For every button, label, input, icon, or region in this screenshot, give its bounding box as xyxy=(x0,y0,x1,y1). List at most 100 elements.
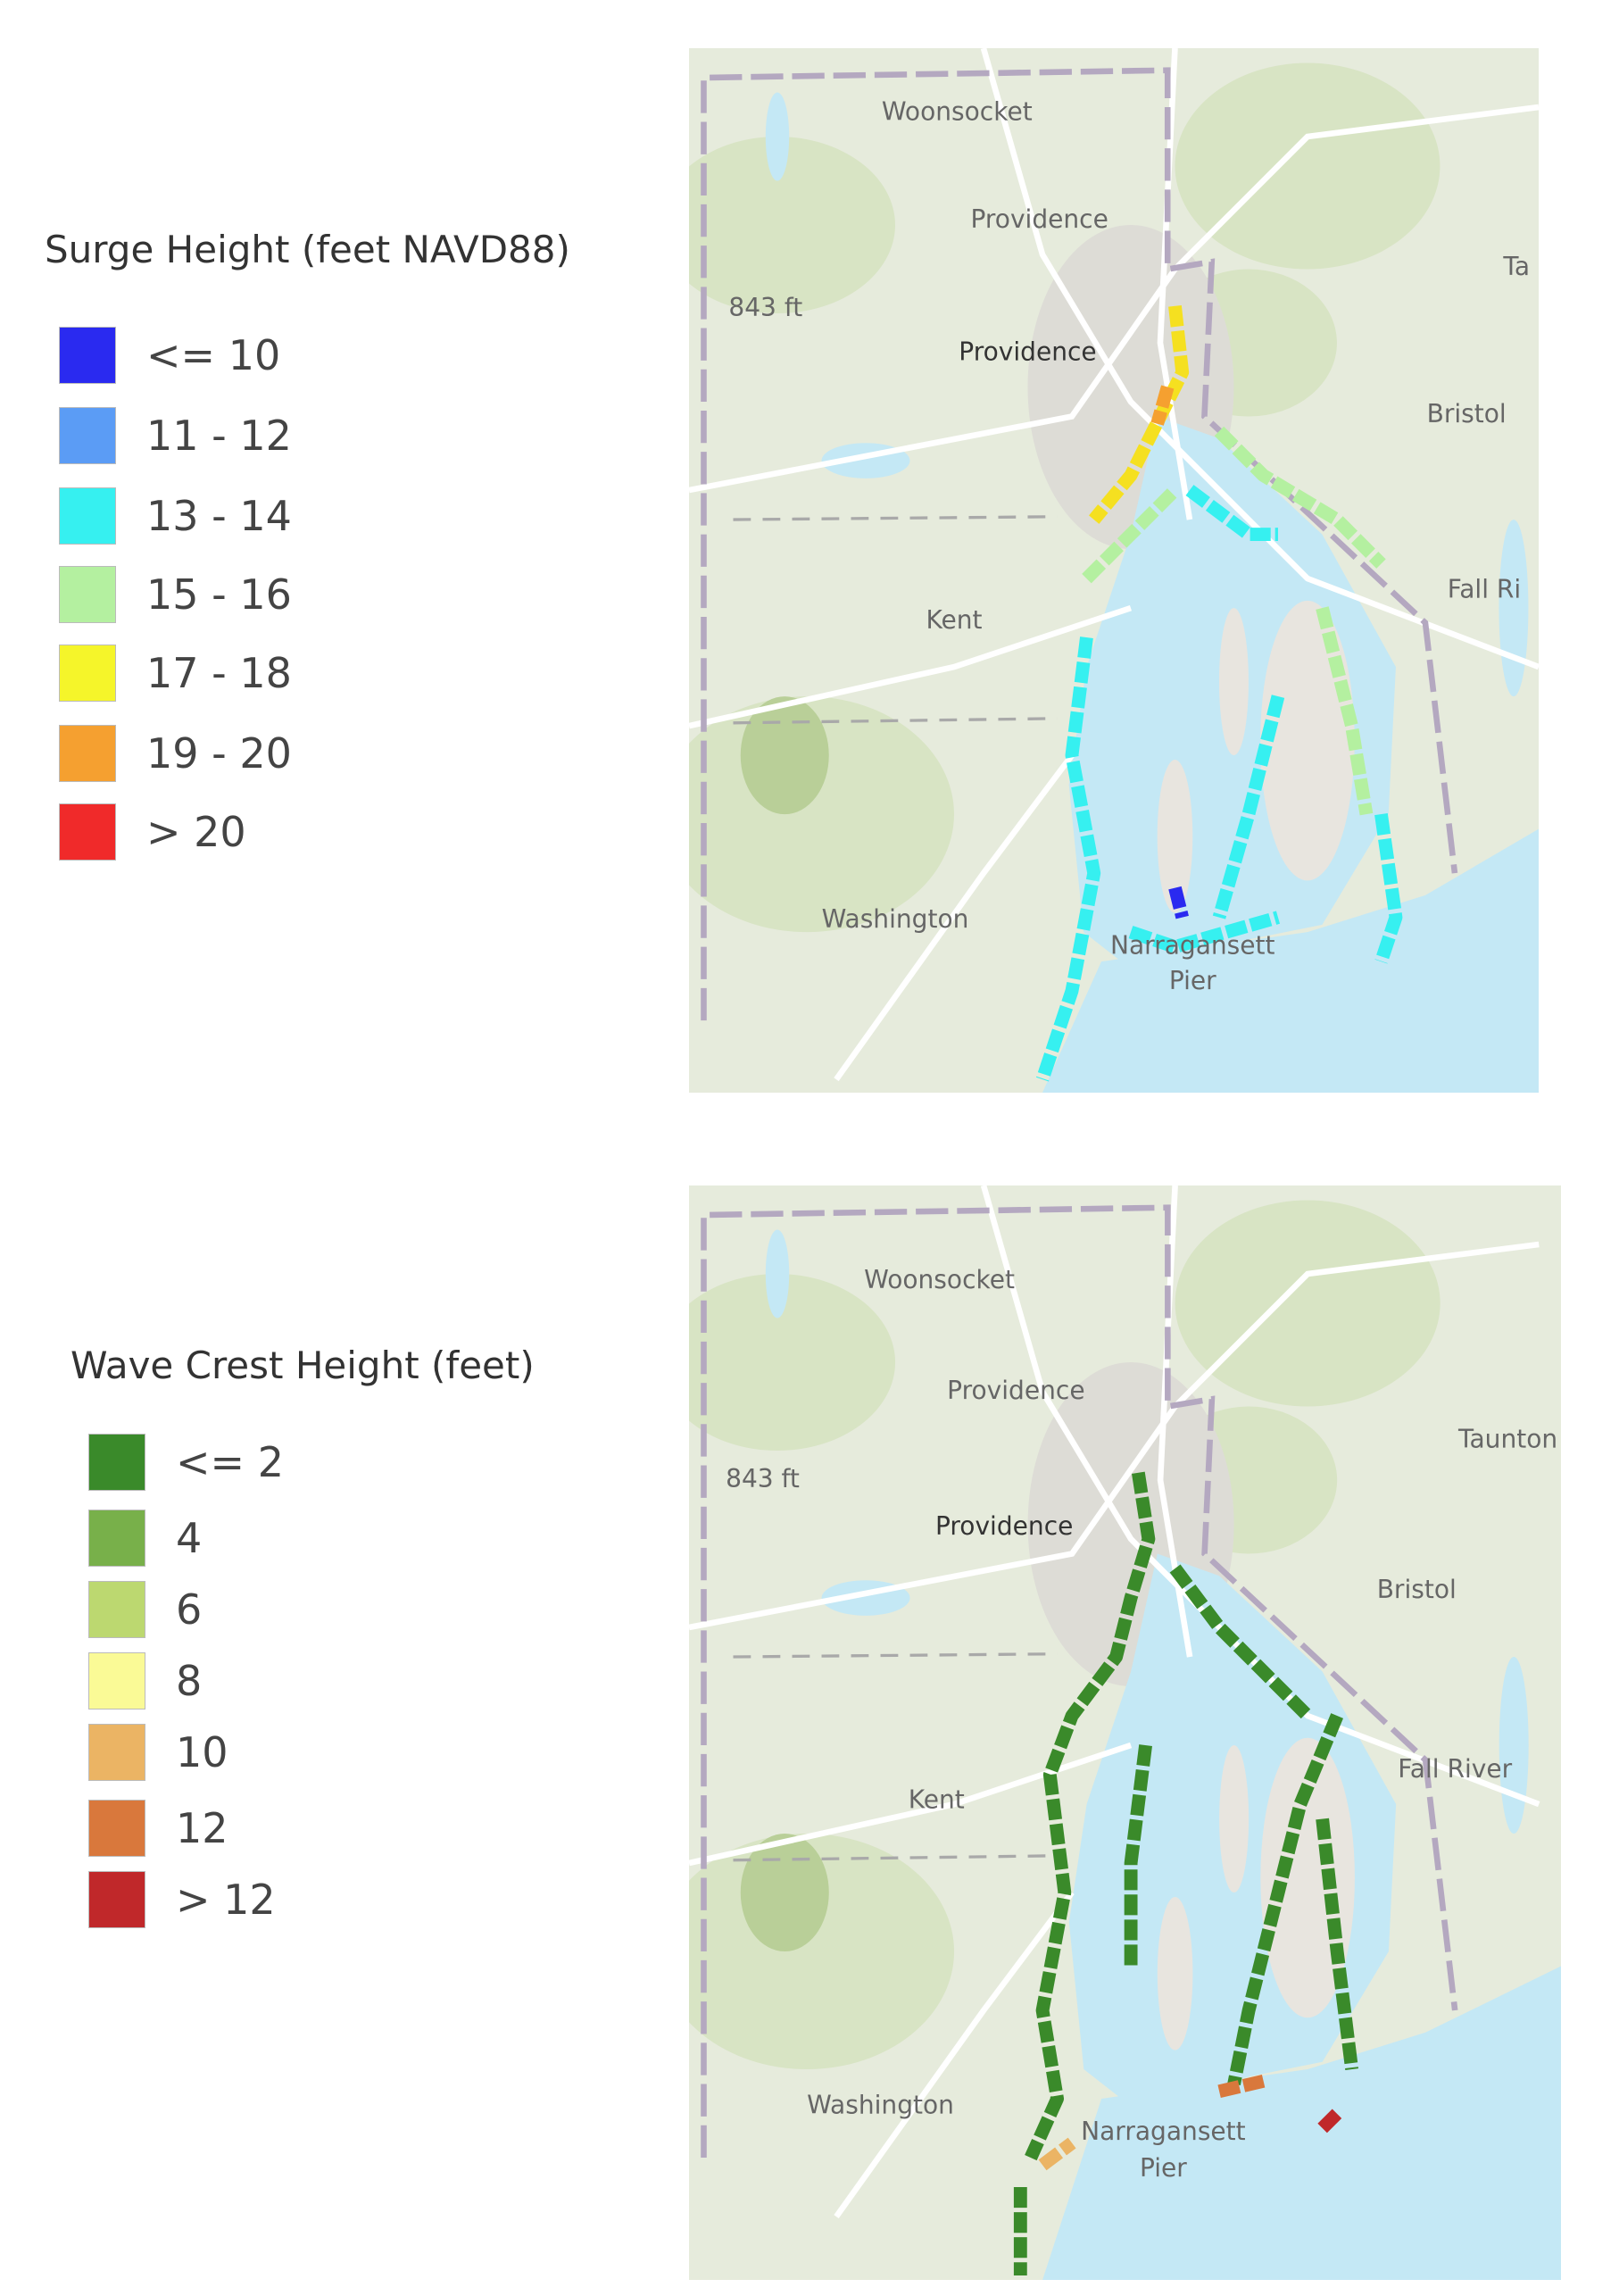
inundation-coast xyxy=(1124,1744,1152,1967)
legend-label: 12 xyxy=(176,1804,228,1852)
map-label: Bristol xyxy=(1377,1575,1457,1604)
legend-item: 15 - 16 xyxy=(59,565,292,624)
map: Woonsocket Providence 843 ft Providence Taun… xyxy=(689,1185,1561,2280)
inundation-coast xyxy=(1217,2075,1266,2099)
legend-item: > 20 xyxy=(59,803,246,861)
forest xyxy=(1175,1200,1440,1407)
county-border xyxy=(733,1652,1058,1659)
map-label: Taunton xyxy=(1457,1424,1557,1453)
inundation-coast xyxy=(1168,886,1189,919)
inundation-coast xyxy=(1317,2109,1342,2134)
map-label: Woonsocket xyxy=(864,1265,1015,1294)
legend-swatch xyxy=(59,407,116,464)
inundation-coast xyxy=(1316,1818,1359,2070)
map-label: 843 ft xyxy=(726,1464,800,1493)
ocean xyxy=(1042,828,1539,1093)
road xyxy=(834,753,1075,1082)
legend-item: 11 - 12 xyxy=(59,406,292,465)
inundation-coast xyxy=(1185,485,1278,541)
legend-swatch xyxy=(88,1434,145,1491)
park xyxy=(740,1834,829,1952)
inundation-coast xyxy=(1128,911,1281,954)
road xyxy=(980,1185,1540,1808)
legend-swatch xyxy=(59,487,116,545)
legend-label: <= 10 xyxy=(146,331,281,379)
legend-label: 10 xyxy=(176,1728,228,1776)
map-label: Washington xyxy=(822,904,969,934)
state-border xyxy=(701,1204,1458,2159)
map-label: Pier xyxy=(1169,966,1216,995)
inundation-coast xyxy=(1212,695,1285,919)
inundation-coast xyxy=(1374,813,1403,964)
state-border xyxy=(701,67,1458,1021)
legend-item: <= 2 xyxy=(88,1433,284,1492)
map-label: Fall River xyxy=(1398,1754,1512,1784)
road xyxy=(689,604,1133,729)
road xyxy=(689,1742,1133,1867)
road xyxy=(1157,48,1193,520)
island xyxy=(1157,1896,1193,2051)
legend-item: 19 - 20 xyxy=(59,724,292,783)
inundation-coast xyxy=(1035,636,1101,1082)
legend-swatch xyxy=(88,1724,145,1781)
legend-label: 4 xyxy=(176,1514,203,1562)
legend-item: 6 xyxy=(88,1580,202,1639)
legend-item: > 12 xyxy=(88,1870,276,1929)
inundation-coast xyxy=(1227,1713,1344,2085)
map-label: Ta xyxy=(1502,252,1530,281)
county-border xyxy=(733,515,1058,521)
legend-label: > 20 xyxy=(146,808,246,856)
island xyxy=(1260,600,1355,881)
legend-label: 19 - 20 xyxy=(146,729,292,778)
legend-item: 12 xyxy=(88,1799,228,1858)
legend-swatch xyxy=(88,1510,145,1567)
county-border xyxy=(733,1854,1058,1862)
forest xyxy=(689,1274,896,1451)
inundation-coast xyxy=(1214,426,1386,569)
legend-item: 4 xyxy=(88,1509,202,1568)
ocean xyxy=(1042,1966,1561,2280)
legend-title: Surge Height (feet NAVD88) xyxy=(45,228,570,271)
island xyxy=(1218,608,1249,756)
legend-swatch xyxy=(59,566,116,623)
legend-item: 8 xyxy=(88,1651,202,1710)
legend-label: 6 xyxy=(176,1585,203,1634)
lake xyxy=(765,1229,790,1319)
legend-item: <= 10 xyxy=(59,326,280,385)
legend-swatch xyxy=(88,1800,145,1857)
map-label: Washington xyxy=(807,2090,954,2119)
road xyxy=(1157,1185,1193,1658)
legend-swatch xyxy=(59,725,116,782)
map-label: Providence xyxy=(959,337,1096,367)
map-label: Providence xyxy=(935,1511,1073,1541)
lake xyxy=(1499,1657,1529,1834)
legend-title: Wave Crest Height (feet) xyxy=(71,1343,535,1387)
map-label: Narragansett xyxy=(1081,2117,1246,2146)
map-label: Pier xyxy=(1140,2153,1187,2183)
map: Woonsocket Providence 843 ft Providence Ta Br… xyxy=(689,48,1539,1093)
legend-swatch xyxy=(88,1652,145,1710)
inundation-coast xyxy=(1316,606,1374,816)
legend-item: 13 - 14 xyxy=(59,487,292,545)
inundation-coast xyxy=(1082,485,1180,584)
legend-label: 15 - 16 xyxy=(146,570,292,619)
inundation-coast xyxy=(1025,1471,1156,2161)
map-label: Kent xyxy=(909,1785,965,1815)
legend-label: 8 xyxy=(176,1657,203,1705)
county-border xyxy=(733,717,1058,725)
island xyxy=(1157,760,1193,913)
park xyxy=(740,696,829,815)
legend-label: 17 - 18 xyxy=(146,649,292,697)
lake xyxy=(1499,520,1529,697)
legend-swatch xyxy=(88,1581,145,1638)
map-label: Woonsocket xyxy=(882,97,1033,127)
road xyxy=(834,1891,1075,2218)
map-label: Bristol xyxy=(1427,399,1507,428)
map-label: Fall Ri xyxy=(1448,574,1522,603)
lake xyxy=(765,92,790,181)
legend-swatch xyxy=(59,327,116,384)
map-label: Kent xyxy=(926,605,982,635)
forest xyxy=(1175,62,1440,270)
map-label: 843 ft xyxy=(728,293,802,322)
